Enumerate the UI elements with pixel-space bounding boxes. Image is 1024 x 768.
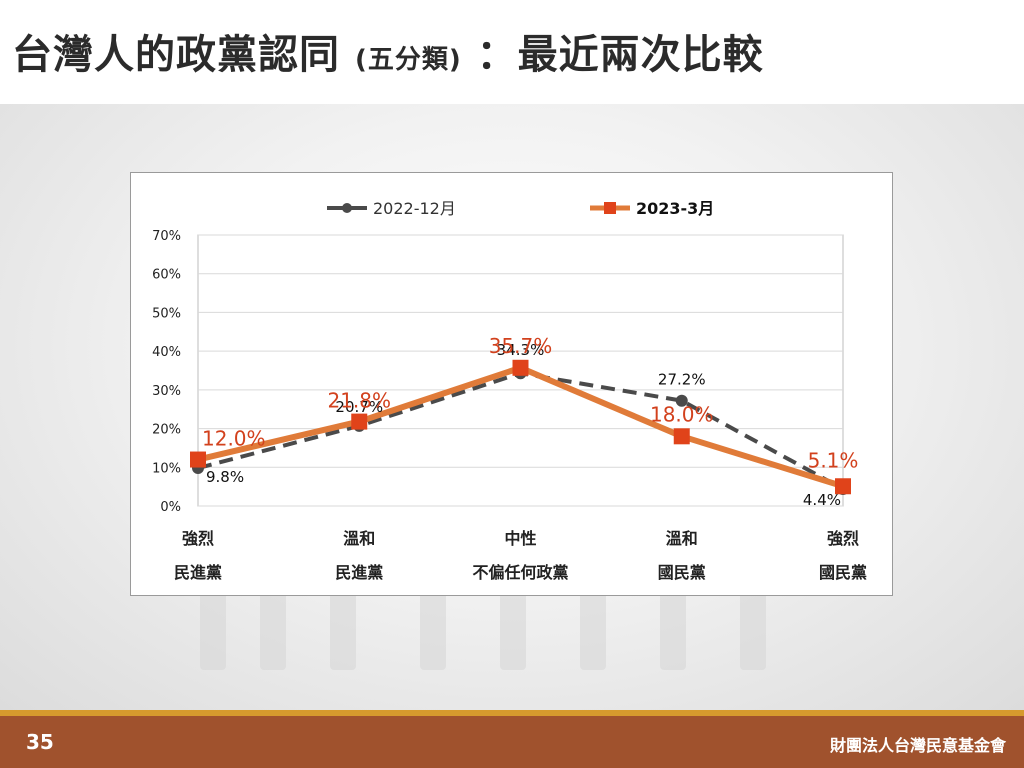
series-2023-data-label: 18.0% [650,402,714,426]
page-number: 35 [26,730,54,754]
legend-marker-2023 [604,202,616,214]
title-bar: 台灣人的政黨認同 (五分類) ：最近兩次比較 [0,0,1024,104]
y-tick-label: 10% [152,461,181,476]
series-2023-data-label: 35.7% [489,334,553,358]
y-tick-label: 20% [152,423,181,438]
y-tick-label: 0% [160,500,181,515]
title-subtitle: (五分類) [354,45,462,75]
series-2022-data-label: 20.7% [335,398,383,416]
x-category-label: 溫和 [343,529,375,548]
series-2023-point [351,413,368,430]
x-category-label: 溫和 [666,529,698,548]
series-2022-data-label: 4.4% [803,491,841,509]
x-category-label: 中性 [504,529,536,548]
x-category-label: 民進黨 [174,563,222,582]
footer-accent-line [0,710,1024,716]
y-tick-label: 70% [152,229,181,244]
series-2023-data-label: 21.8% [327,389,391,413]
slide-title: 台灣人的政黨認同 (五分類) ：最近兩次比較 [12,22,764,80]
series-2022-data-label: 9.8% [206,468,244,486]
y-tick-label: 50% [152,306,181,321]
x-category-label: 國民黨 [819,563,867,582]
legend-label-2023: 2023-3月 [636,199,714,218]
legend-label-2022: 2022-12月 [373,199,456,218]
series-2022-line [197,371,844,491]
x-category-label: 強烈 [827,529,859,548]
series-2023-point [190,451,206,468]
series-2023-point [512,359,529,376]
series-2023-point [673,428,690,445]
chart-container: 0% 10% 20% 30% 40% 50% 60% 70% 強烈民進黨 溫和民進黨 中性不偏任何政… [130,172,893,596]
y-tick-label: 40% [152,345,181,360]
series-2022-data-label: 34.3% [497,341,545,359]
x-category-label: 強烈 [182,529,214,548]
x-category-label: 國民黨 [658,563,706,582]
series-2022-data-label: 27.2% [658,371,706,389]
organization-name: 財團法人台灣民意基金會 [829,736,1006,755]
series-2023-data-label: 5.1% [808,448,859,472]
y-tick-label: 30% [152,384,181,399]
series-2022-point [675,394,688,407]
footer-bar: 35 財團法人台灣民意基金會 [0,716,1024,768]
legend-marker-2022 [342,203,352,213]
x-category-label: 不偏任何政黨 [472,563,568,582]
title-main: 台灣人的政黨認同 [12,32,340,78]
title-tail: ：最近兩次比較 [476,32,764,78]
series-2023-line [197,364,844,490]
y-tick-label: 60% [152,268,181,283]
x-category-label: 民進黨 [335,563,383,582]
series-2023-data-label: 12.0% [202,427,266,451]
series-2023-point [835,478,851,495]
